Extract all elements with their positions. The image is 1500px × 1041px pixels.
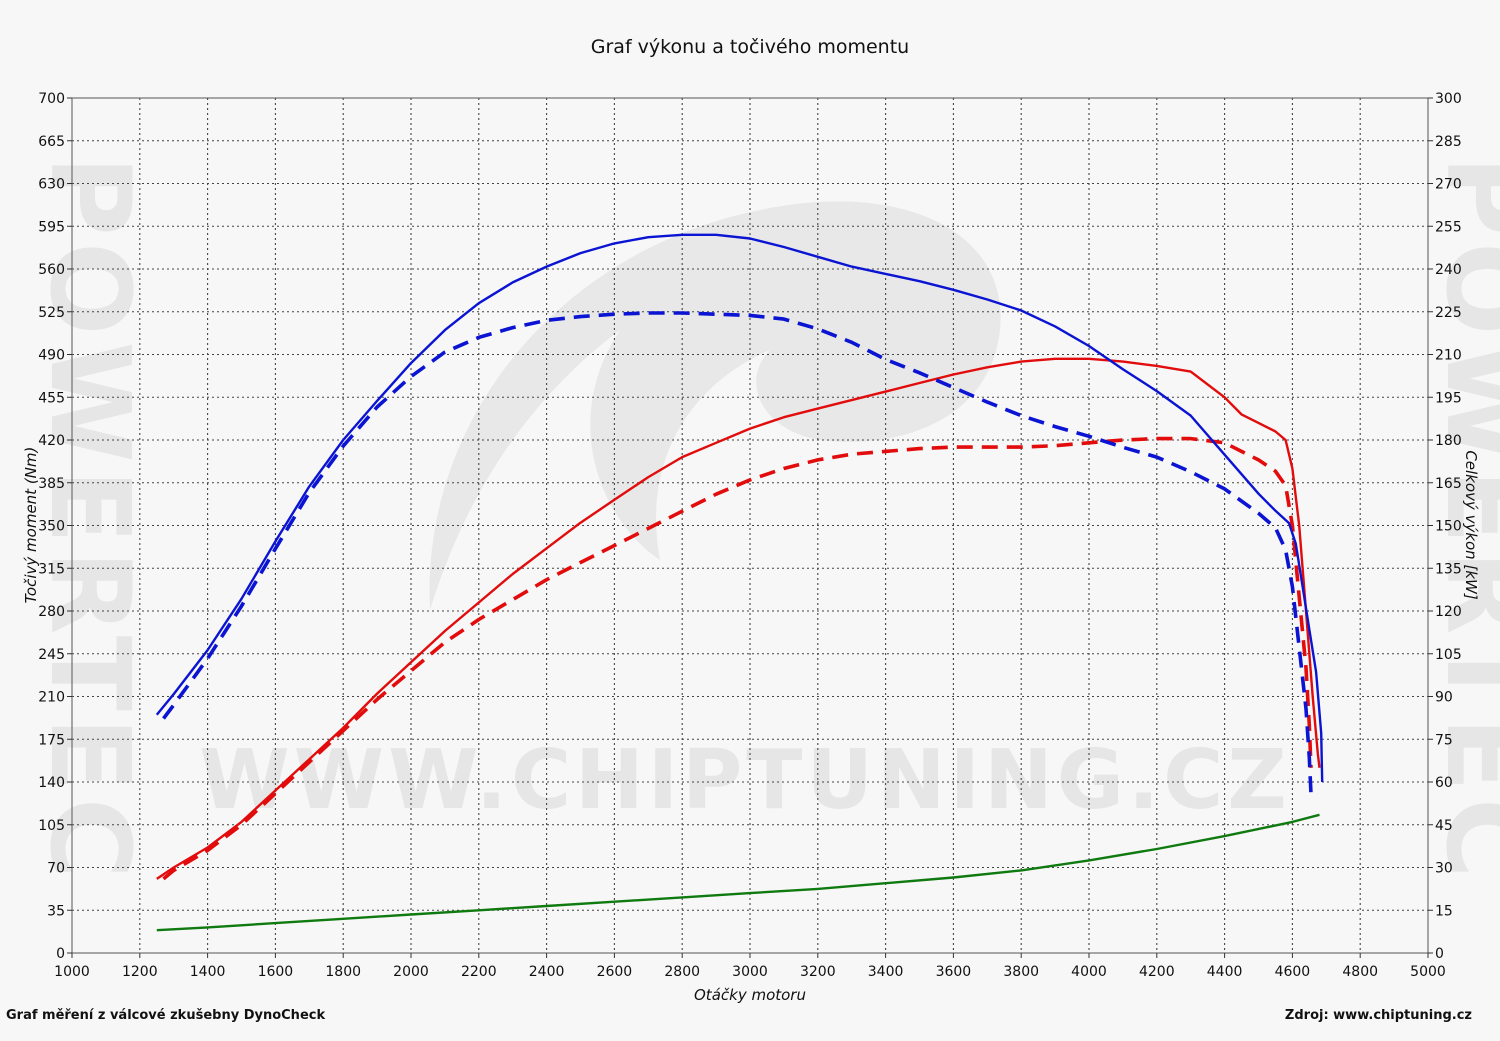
x-tick-label: 3800 — [1003, 964, 1039, 980]
series-line-power-solid-4 — [156, 813, 1320, 932]
left-axis-tick-labels: 0 35 70 105 140 175 210 245 280 315 350 385 420 455 49… — [38, 91, 72, 962]
left-tick-label: 630 — [38, 177, 65, 193]
x-tick-label: 1600 — [258, 964, 294, 980]
left-tick-label: 70 — [47, 861, 65, 877]
right-tick-label: 255 — [1435, 219, 1462, 235]
left-tick-label: 595 — [38, 219, 65, 235]
left-tick-label: 210 — [38, 690, 65, 706]
grid — [72, 98, 1428, 953]
x-tick-label: 2000 — [393, 964, 429, 980]
right-tick-label: 0 — [1435, 946, 1444, 962]
right-tick-label: 60 — [1435, 775, 1453, 791]
right-tick-label: 105 — [1435, 647, 1462, 663]
right-tick-label: 285 — [1435, 134, 1462, 150]
x-tick-label: 2600 — [597, 964, 633, 980]
right-tick-label: 135 — [1435, 561, 1462, 577]
footer-source-note: Graf měření z válcové zkušebny DynoCheck — [6, 1008, 325, 1023]
x-tick-label: 1800 — [325, 964, 361, 980]
x-tick-label: 4600 — [1275, 964, 1311, 980]
right-tick-label: 120 — [1435, 604, 1462, 620]
left-tick-label: 385 — [38, 476, 65, 492]
series-line-torque-dashed-1 — [162, 311, 1313, 795]
watermark-url: WWW.CHIPTUNING.CZ — [199, 733, 1291, 828]
x-axis-label: Otáčky motoru — [694, 986, 806, 1004]
chart-title: Graf výkonu a točivého momentu — [591, 36, 909, 58]
x-axis-tick-labels: 1000 1200 1400 1600 1800 2000 2200 2400 2600 2800… — [54, 953, 1446, 980]
right-tick-label: 225 — [1435, 305, 1462, 321]
right-tick-label: 210 — [1435, 348, 1462, 364]
right-tick-label: 270 — [1435, 177, 1462, 193]
left-tick-label: 0 — [56, 946, 65, 962]
right-tick-label: 15 — [1435, 903, 1453, 919]
left-tick-label: 350 — [38, 519, 65, 535]
x-tick-label: 3400 — [868, 964, 904, 980]
left-tick-label: 35 — [47, 903, 65, 919]
x-tick-label: 4200 — [1139, 964, 1175, 980]
right-tick-label: 300 — [1435, 91, 1462, 107]
x-tick-label: 4400 — [1207, 964, 1243, 980]
right-tick-label: 90 — [1435, 690, 1453, 706]
left-tick-label: 700 — [38, 91, 65, 107]
left-tick-label: 280 — [38, 604, 65, 620]
x-tick-label: 3600 — [936, 964, 972, 980]
left-tick-label: 455 — [38, 390, 65, 406]
right-axis-tick-labels: 0 15 30 45 60 75 90 105 120 135 150 165 180 195 210 225… — [1428, 91, 1462, 962]
left-tick-label: 490 — [38, 348, 65, 364]
right-tick-label: 45 — [1435, 818, 1453, 834]
x-tick-label: 1000 — [54, 964, 90, 980]
footer-source-link: Zdroj: www.chiptuning.cz — [1285, 1008, 1472, 1023]
left-tick-label: 525 — [38, 305, 65, 321]
left-tick-label: 105 — [38, 818, 65, 834]
right-tick-label: 165 — [1435, 476, 1462, 492]
x-tick-label: 2400 — [529, 964, 565, 980]
right-tick-label: 150 — [1435, 519, 1462, 535]
right-tick-label: 240 — [1435, 262, 1462, 278]
x-tick-label: 4000 — [1071, 964, 1107, 980]
right-tick-label: 75 — [1435, 732, 1453, 748]
left-axis-label: Točivý moment (Nm) — [22, 447, 40, 604]
right-tick-label: 180 — [1435, 433, 1462, 449]
watermark: POWERTEC POWERTEC WWW.CHIPTUNING.CZ — [26, 155, 1500, 884]
watermark-logo-right: POWERTEC — [1422, 155, 1500, 884]
right-axis-label: Celkový výkon [kW] — [1462, 450, 1480, 600]
x-tick-label: 2200 — [461, 964, 497, 980]
left-tick-label: 315 — [38, 561, 65, 577]
x-tick-label: 1200 — [122, 964, 158, 980]
watermark-logo-left: POWERTEC — [26, 155, 154, 884]
left-tick-label: 665 — [38, 134, 65, 150]
series-layer — [155, 233, 1324, 932]
left-tick-label: 245 — [38, 647, 65, 663]
x-tick-label: 3000 — [732, 964, 768, 980]
left-tick-label: 560 — [38, 262, 65, 278]
series-line-power-dashed-3 — [162, 436, 1313, 881]
left-tick-label: 175 — [38, 732, 65, 748]
series-line-power-solid-2 — [156, 357, 1321, 880]
right-tick-label: 195 — [1435, 390, 1462, 406]
x-tick-label: 5000 — [1410, 964, 1446, 980]
x-tick-label: 1400 — [190, 964, 226, 980]
series-line-torque-solid-0 — [155, 233, 1324, 783]
x-tick-label: 2800 — [664, 964, 700, 980]
x-tick-label: 4800 — [1342, 964, 1378, 980]
watermark-bull-shape — [429, 201, 1001, 610]
left-tick-label: 140 — [38, 775, 65, 791]
x-tick-label: 3200 — [800, 964, 836, 980]
left-tick-label: 420 — [38, 433, 65, 449]
right-tick-label: 30 — [1435, 861, 1453, 877]
